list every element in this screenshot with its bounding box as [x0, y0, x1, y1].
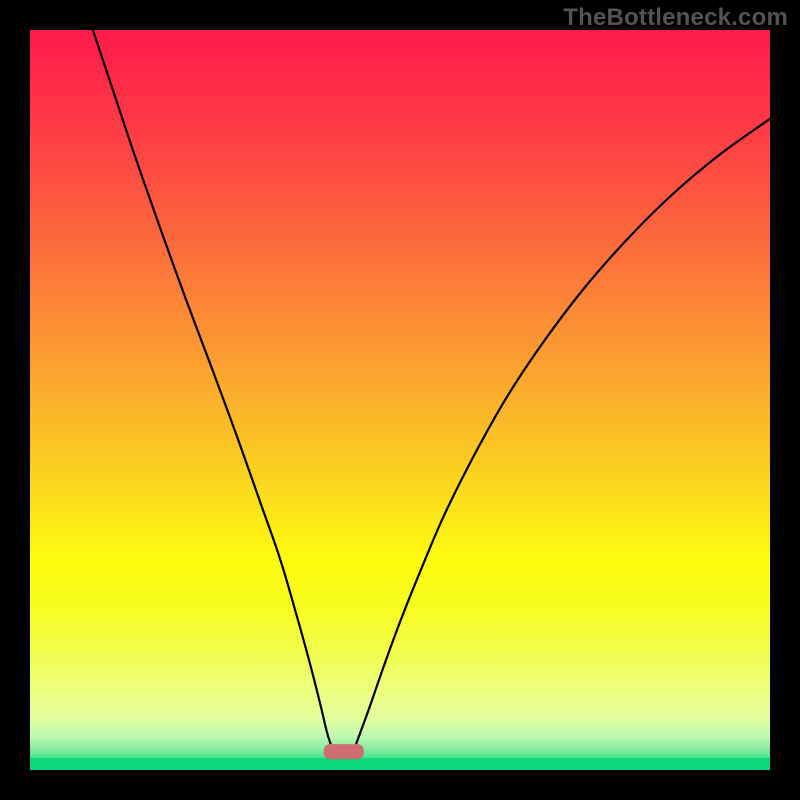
bottleneck-chart: TheBottleneck.com [0, 0, 800, 800]
chart-plot-area [30, 30, 770, 770]
bottom-green-band [30, 758, 770, 770]
chart-svg [0, 0, 800, 800]
watermark-text: TheBottleneck.com [563, 4, 788, 32]
vertex-marker [324, 744, 364, 759]
